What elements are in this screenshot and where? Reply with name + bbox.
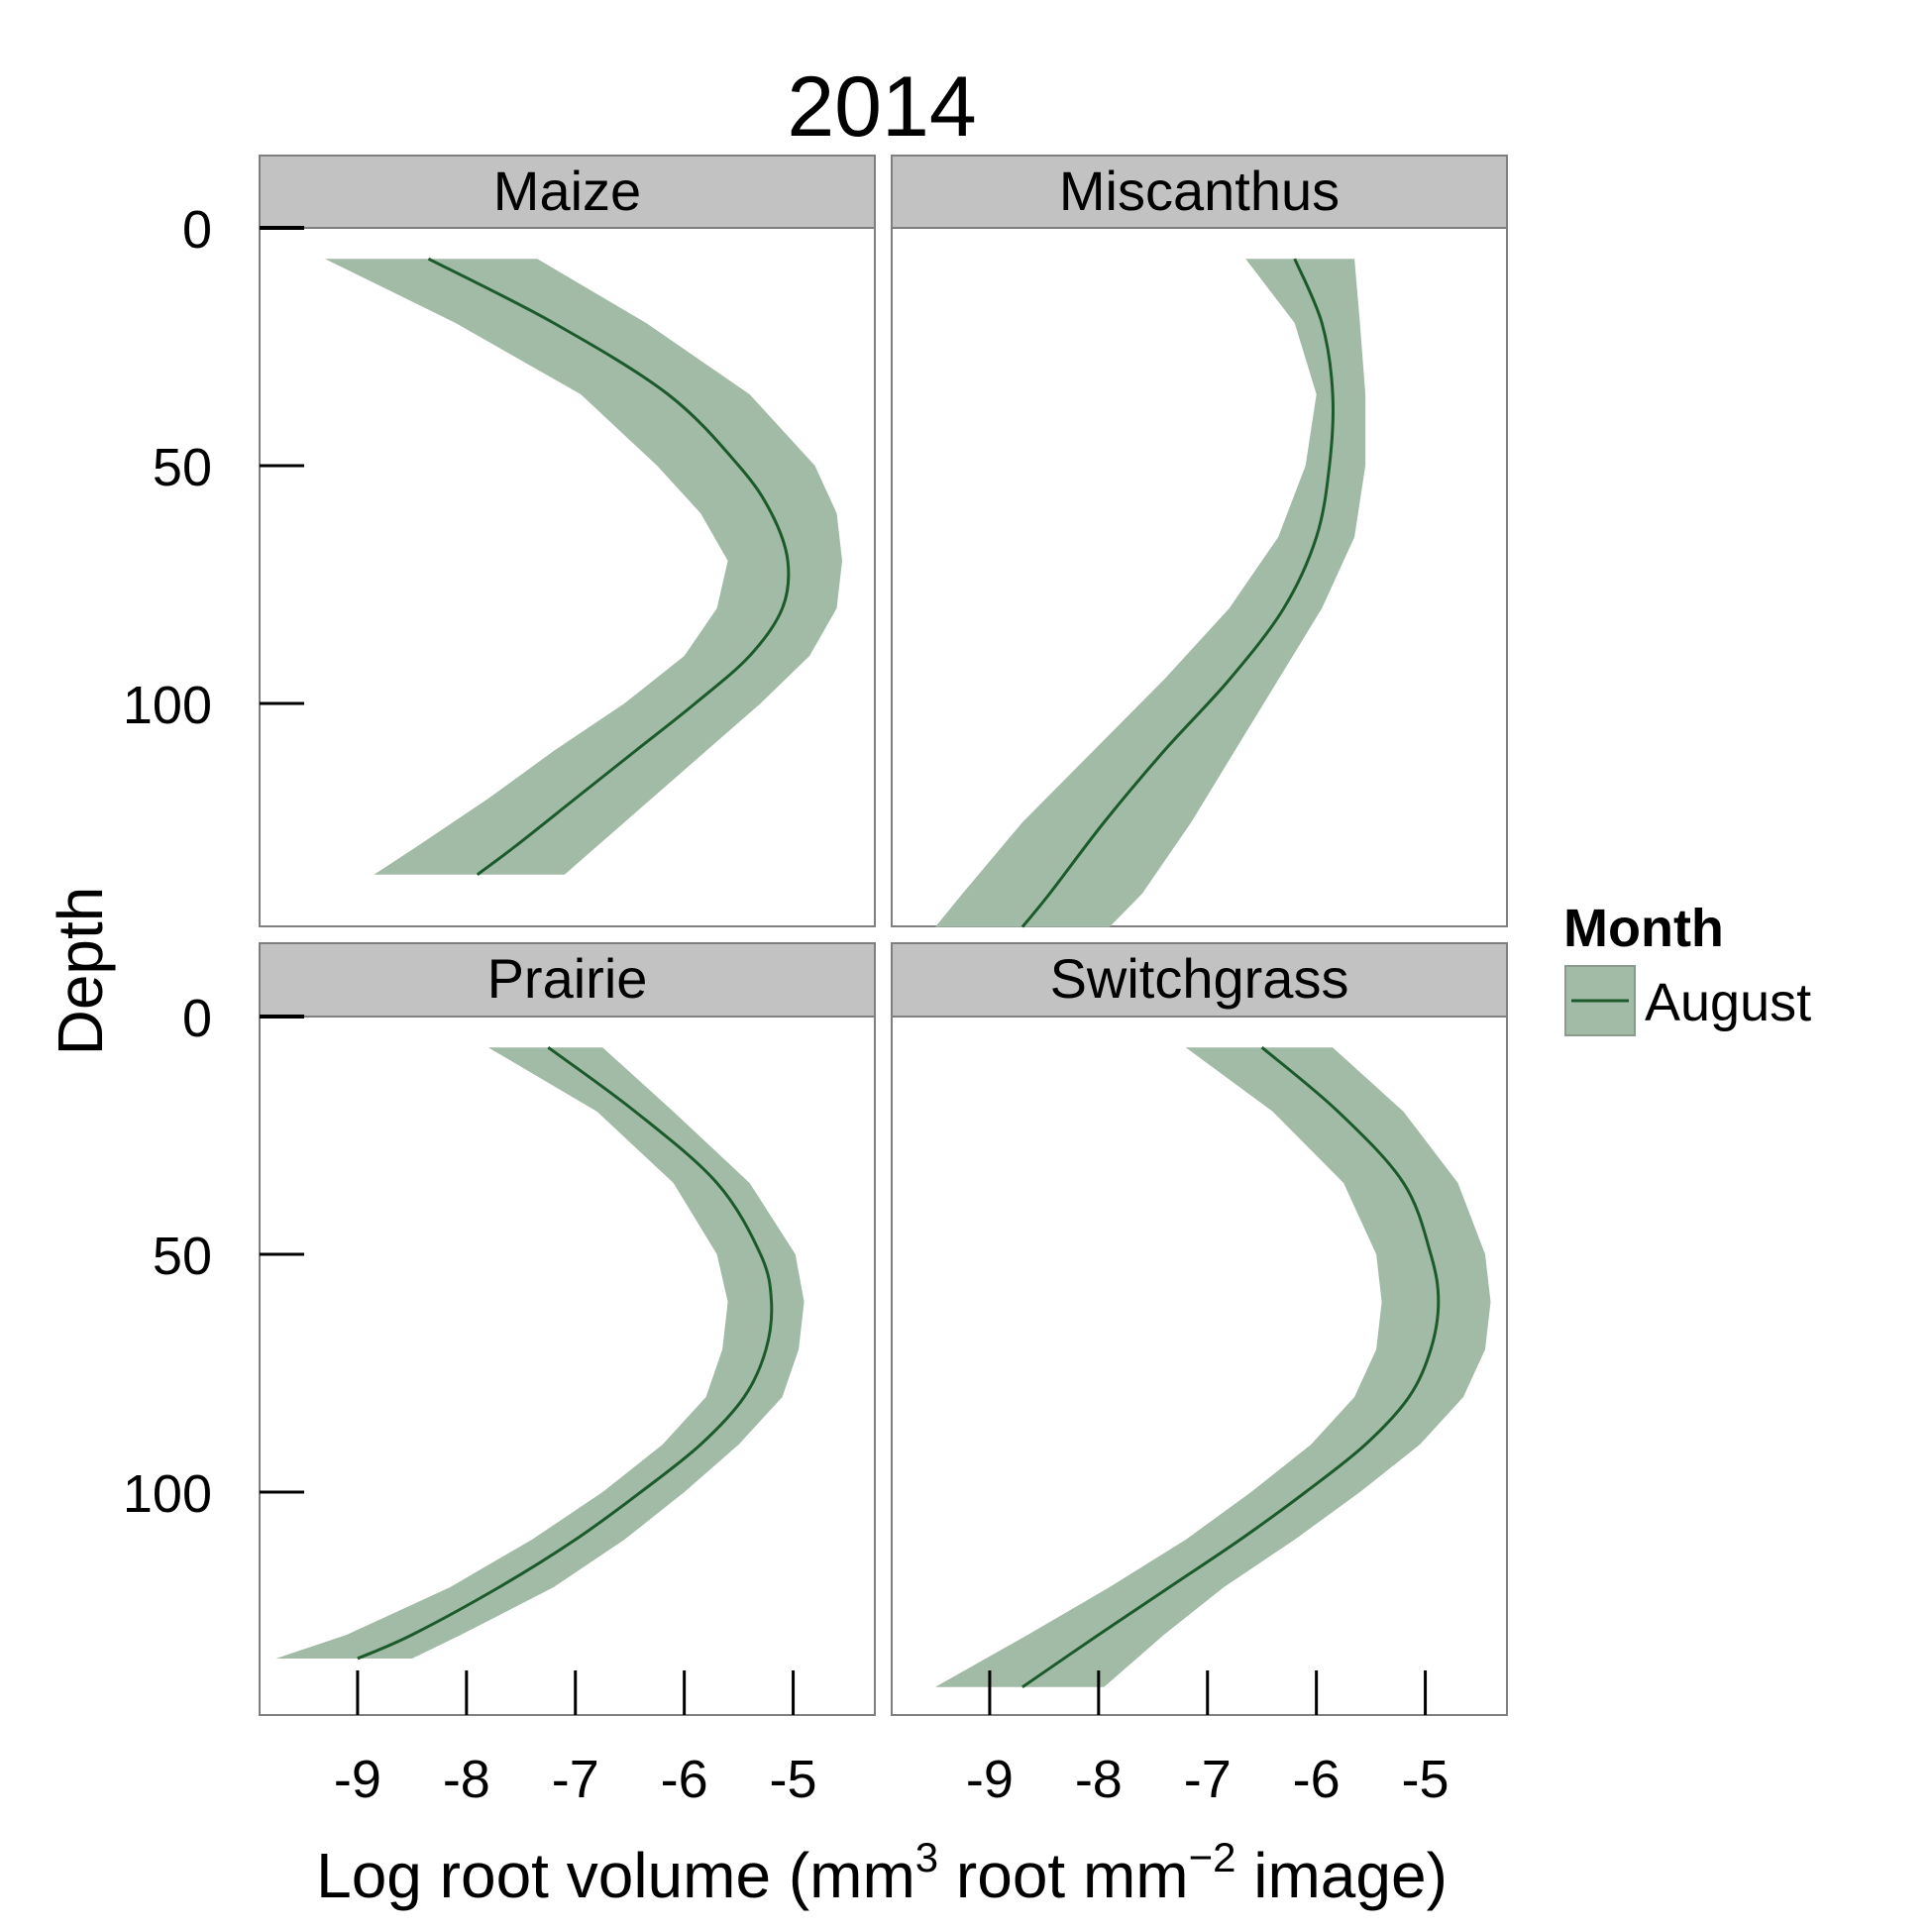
- x-tick-label-c2--9: -9: [966, 1750, 1014, 1809]
- facet-panels: Maize Miscanthus Prairie Switchgrass: [259, 155, 1508, 1716]
- mean-line-maize: [427, 257, 791, 877]
- panel-miscanthus: Miscanthus: [891, 155, 1508, 928]
- x-axis-label-main: Log root volume (mm: [316, 1840, 915, 1911]
- y-tick-label-r2-50: 50: [153, 1227, 212, 1286]
- panel-maize: Maize: [259, 155, 876, 927]
- x-axis-label: Log root volume (mm3 root mm−2 image): [316, 1834, 1448, 1911]
- mean-line-switchgrass: [1021, 1046, 1441, 1689]
- strip-switchgrass: [891, 942, 1508, 1018]
- strip-label-switchgrass: Switchgrass: [1050, 947, 1349, 1010]
- x-axis-label-sup1: 3: [915, 1834, 938, 1880]
- panel-miscanthus-frame: [891, 227, 1508, 927]
- x-axis-label-mid: root mm: [938, 1840, 1188, 1911]
- y-axis-label: Depth: [45, 887, 116, 1056]
- mean-line-prairie: [357, 1045, 774, 1661]
- legend-entry-august: August: [1645, 973, 1811, 1032]
- x-tick-label-c1--8: -8: [443, 1750, 490, 1809]
- y-tick-label-r1-100: 100: [123, 676, 212, 735]
- strip-label-miscanthus: Miscanthus: [1059, 160, 1340, 222]
- strip-miscanthus: [891, 155, 1508, 229]
- x-axes: -9 -8 -7 -6 -5 -9 -8 -7 -6 -5: [334, 1670, 1449, 1809]
- x-axis-label-end: image): [1235, 1840, 1447, 1911]
- band-maize: [324, 259, 842, 875]
- x-tick-label-c2--7: -7: [1184, 1750, 1232, 1809]
- x-tick-label-c2--5: -5: [1402, 1750, 1449, 1809]
- strip-maize: [259, 155, 876, 229]
- legend-title: Month: [1563, 899, 1724, 958]
- y-tick-label-r2-0: 0: [182, 989, 212, 1048]
- x-tick-label-c1--7: -7: [552, 1750, 599, 1809]
- x-tick-label-c1--5: -5: [770, 1750, 817, 1809]
- band-prairie: [275, 1047, 805, 1659]
- y-tick-label-r1-0: 0: [182, 200, 212, 260]
- strip-label-prairie: Prairie: [487, 947, 648, 1010]
- strip-prairie: [259, 942, 876, 1018]
- panel-switchgrass: Switchgrass: [891, 942, 1508, 1716]
- y-tick-label-r2-100: 100: [123, 1464, 212, 1524]
- legend: Month August: [1563, 899, 1811, 1036]
- x-tick-label-c1--6: -6: [661, 1750, 708, 1809]
- panel-prairie: Prairie: [259, 942, 876, 1716]
- x-tick-label-c2--8: -8: [1075, 1750, 1123, 1809]
- x-tick-label-c2--6: -6: [1293, 1750, 1341, 1809]
- y-axes: 0 50 100 0 50 100: [123, 200, 304, 1524]
- x-tick-label-c1--9: -9: [334, 1750, 381, 1809]
- mean-line-miscanthus: [1020, 258, 1336, 928]
- x-axis-label-sup2: −2: [1189, 1834, 1236, 1880]
- chart-title: 2014: [787, 59, 976, 155]
- strip-label-maize: Maize: [493, 160, 641, 222]
- y-tick-label-r1-50: 50: [153, 438, 212, 497]
